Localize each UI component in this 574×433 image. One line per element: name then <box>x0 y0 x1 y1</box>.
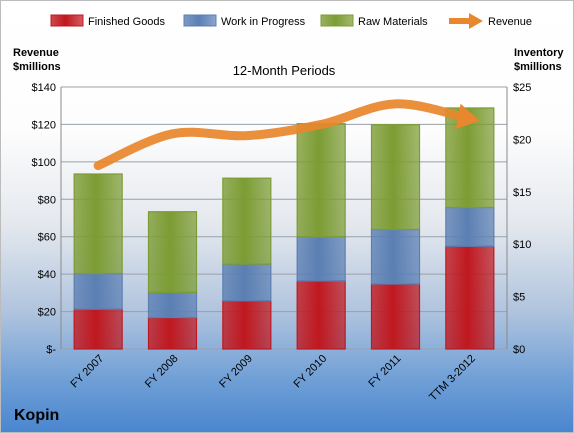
bar-segment <box>73 272 123 310</box>
bar-segment <box>296 280 346 350</box>
revenue-line <box>93 99 475 171</box>
bar-segment <box>296 123 346 238</box>
x-tick-label: TTM 3-2012 <box>427 353 478 404</box>
bar-segment <box>147 316 198 350</box>
y-right-tick-label: $0 <box>513 344 525 356</box>
x-tick-label: FY 2011 <box>366 353 403 390</box>
y-left-tick-label: $120 <box>32 119 56 131</box>
y-left-tick-label: $20 <box>38 307 56 319</box>
bar-segment <box>147 291 198 319</box>
bar-segment <box>445 206 495 247</box>
y-right-axis-title: $millions <box>514 61 562 73</box>
bar-segment <box>370 283 421 350</box>
x-tick-label: FY 2010 <box>292 353 330 391</box>
legend-label: Raw Materials <box>358 16 428 28</box>
y-left-tick-label: $40 <box>38 269 56 281</box>
y-left-tick-label: $80 <box>38 194 56 206</box>
bar-segment <box>222 177 272 265</box>
y-left-tick-label: $140 <box>32 82 56 94</box>
legend-label: Finished Goods <box>88 16 166 28</box>
bar-segment <box>222 300 272 350</box>
legend-swatch <box>320 14 354 27</box>
x-tick-label: FY 2007 <box>69 353 107 391</box>
chart-title: 12-Month Periods <box>233 63 336 78</box>
revenue-arrowhead <box>455 103 480 130</box>
bar-segment <box>370 124 421 231</box>
y-right-tick-label: $5 <box>513 292 525 304</box>
y-right-tick-label: $15 <box>513 187 531 199</box>
legend-label: Work in Progress <box>221 16 306 28</box>
legend-swatch <box>183 14 217 27</box>
y-left-tick-label: $100 <box>32 157 56 169</box>
bar-segment <box>445 245 495 350</box>
y-left-axis-title: Revenue <box>13 47 59 59</box>
y-left-tick-label: $- <box>46 344 56 356</box>
bar-segment <box>370 228 421 285</box>
bar-segment <box>445 107 495 209</box>
y-right-tick-label: $20 <box>513 134 531 146</box>
legend-label: Revenue <box>488 16 532 28</box>
company-name: Kopin <box>14 407 60 424</box>
y-left-tick-label: $60 <box>38 232 56 244</box>
y-left-axis-title: $millions <box>13 61 61 73</box>
y-right-tick-label: $25 <box>513 82 531 94</box>
bar-segment <box>296 236 346 282</box>
bar-segment <box>73 173 123 275</box>
y-right-tick-label: $10 <box>513 239 531 251</box>
bar-segment <box>222 263 272 302</box>
bar-segment <box>73 308 123 350</box>
y-right-axis-title: Inventory <box>514 47 564 59</box>
x-tick-label: FY 2009 <box>217 353 255 391</box>
bar-segment <box>147 211 198 294</box>
x-tick-label: FY 2008 <box>143 353 181 391</box>
legend-swatch <box>50 14 84 27</box>
legend-arrowhead <box>469 13 483 29</box>
